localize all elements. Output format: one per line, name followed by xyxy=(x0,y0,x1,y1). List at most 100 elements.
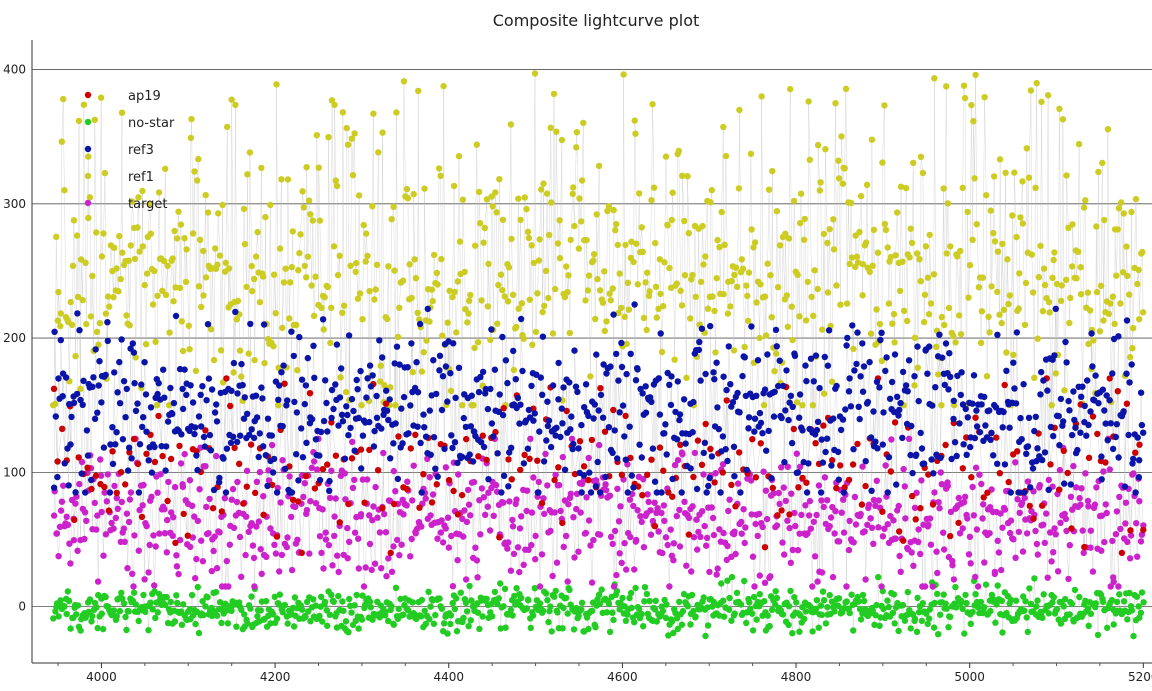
data-point-ref3 xyxy=(673,436,681,443)
data-point-ap19 xyxy=(618,471,626,478)
data-point-ref1 xyxy=(532,328,540,336)
data-point-target xyxy=(562,532,570,540)
data-point-ref1 xyxy=(799,402,806,409)
data-point-ap19 xyxy=(585,476,592,484)
data-point-target xyxy=(908,549,915,556)
data-point-ref3 xyxy=(234,390,241,397)
data-point-ref3 xyxy=(870,408,877,415)
data-point-target xyxy=(973,526,981,533)
data-point-target xyxy=(1077,501,1084,508)
data-point-ref3 xyxy=(909,469,916,477)
data-point-ref3 xyxy=(279,423,286,430)
data-point-no-star xyxy=(140,591,147,599)
data-point-no-star xyxy=(992,619,999,626)
data-point-ref3 xyxy=(816,384,823,392)
data-point-ref1 xyxy=(52,400,59,408)
data-point-ref3 xyxy=(1015,489,1022,496)
data-point-ap19 xyxy=(84,464,91,471)
data-point-ap19 xyxy=(281,380,288,387)
data-point-ref1 xyxy=(1093,223,1100,230)
data-point-ap19 xyxy=(463,435,470,443)
data-point-no-star xyxy=(440,620,448,627)
data-point-ref3 xyxy=(222,489,230,496)
data-point-ref3 xyxy=(61,460,68,467)
data-point-ref1 xyxy=(573,144,580,151)
data-point-no-star xyxy=(700,594,707,601)
data-point-no-star xyxy=(359,592,366,599)
data-point-ref1 xyxy=(996,156,1004,163)
data-point-ref1 xyxy=(828,378,836,385)
data-point-ref3 xyxy=(1083,432,1090,439)
data-point-ref1 xyxy=(1053,280,1061,288)
data-point-ref3 xyxy=(280,362,287,369)
data-point-ref1 xyxy=(859,261,867,268)
data-point-target xyxy=(1130,470,1137,477)
data-point-ref1 xyxy=(684,173,691,180)
data-point-ref3 xyxy=(717,489,724,496)
data-point-ref1 xyxy=(721,241,728,248)
data-point-ref3 xyxy=(737,489,744,496)
data-point-target xyxy=(221,495,228,502)
data-point-ref3 xyxy=(992,404,1000,411)
data-point-no-star xyxy=(564,610,571,617)
data-point-target xyxy=(640,544,648,551)
data-point-ref3 xyxy=(851,367,858,374)
data-point-no-star xyxy=(351,602,358,609)
data-point-ref1 xyxy=(466,297,473,304)
data-point-ref3 xyxy=(618,363,626,371)
data-point-no-star xyxy=(815,624,822,631)
data-point-no-star xyxy=(199,598,206,605)
data-point-ref1 xyxy=(288,263,295,271)
data-point-ref3 xyxy=(452,394,459,401)
data-point-ref1 xyxy=(805,98,812,105)
data-point-ref3 xyxy=(915,397,922,405)
data-point-ref1 xyxy=(867,330,875,337)
data-point-target xyxy=(57,507,65,514)
data-point-ref3 xyxy=(191,430,198,438)
data-point-ref1 xyxy=(847,199,855,207)
data-point-target xyxy=(662,534,670,541)
data-point-no-star xyxy=(135,617,142,625)
data-point-ref1 xyxy=(718,208,725,216)
data-point-target xyxy=(577,509,584,516)
data-point-no-star xyxy=(824,604,831,611)
data-point-no-star xyxy=(502,624,509,631)
data-point-ref1 xyxy=(1111,320,1118,328)
data-point-ref1 xyxy=(1045,299,1053,306)
data-point-ref3 xyxy=(657,330,664,337)
data-point-no-star xyxy=(483,595,490,603)
data-point-ref1 xyxy=(1032,184,1039,191)
data-point-no-star xyxy=(969,608,976,616)
data-point-ref3 xyxy=(104,337,112,345)
data-point-target xyxy=(392,488,399,495)
data-point-target xyxy=(940,529,947,536)
data-point-ref1 xyxy=(472,242,479,249)
data-point-ref3 xyxy=(1068,431,1076,439)
data-point-ref1 xyxy=(943,250,950,257)
data-point-target xyxy=(382,529,390,536)
data-point-no-star xyxy=(605,600,613,608)
data-point-ref1 xyxy=(487,336,494,344)
data-point-no-star xyxy=(610,616,617,624)
data-point-ref1 xyxy=(957,331,965,338)
data-point-ref3 xyxy=(600,361,607,368)
data-point-ref1 xyxy=(846,260,853,268)
data-point-target xyxy=(1091,501,1099,508)
data-point-ref3 xyxy=(128,455,135,462)
data-point-ref3 xyxy=(164,418,172,425)
data-point-ref3 xyxy=(1010,359,1017,366)
data-point-ref1 xyxy=(155,189,163,196)
data-point-ref1 xyxy=(685,230,692,237)
data-point-ref1 xyxy=(509,291,517,298)
data-point-ref3 xyxy=(713,359,720,366)
data-point-ref3 xyxy=(358,465,365,472)
data-point-target xyxy=(381,510,388,518)
data-point-target xyxy=(476,497,483,504)
data-point-ref3 xyxy=(83,427,91,434)
data-point-target xyxy=(1021,494,1028,502)
data-point-ref3 xyxy=(195,413,203,420)
data-point-no-star xyxy=(224,620,232,627)
data-point-ref3 xyxy=(926,343,933,350)
data-point-ref1 xyxy=(947,243,954,250)
data-point-ap19 xyxy=(786,511,793,518)
